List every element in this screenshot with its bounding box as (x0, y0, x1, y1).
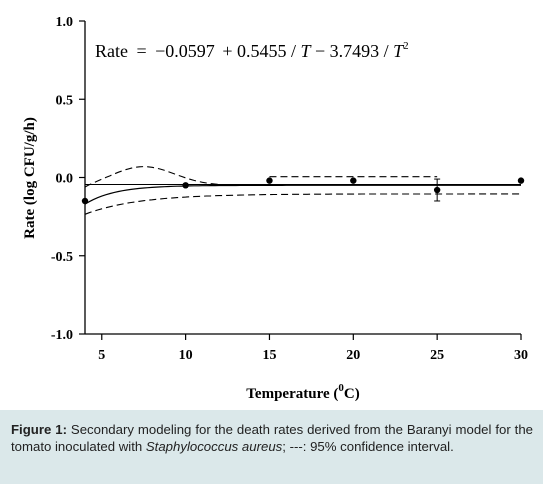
caption-text-end: ; ---: 95% confidence interval. (282, 439, 454, 454)
caption-label: Figure 1: (11, 422, 67, 437)
axes (79, 20, 522, 340)
y-axis-title: Rate (log CFU/g/h) (22, 117, 38, 239)
model-fit-line (84, 184, 521, 205)
tick-labels: 1.0 0.5 0.0 -0.5 -1.0 5 10 15 20 25 30 (51, 15, 528, 363)
caption-organism: Staphylococcus aureus (145, 439, 283, 454)
x-tick-label: 20 (346, 348, 360, 363)
x-tick-label: 10 (179, 348, 193, 363)
y-tick-label: -0.5 (51, 250, 73, 265)
x-tick-label: 15 (262, 348, 276, 363)
data-point (182, 182, 189, 189)
x-axis-title: Temperature (0C) (246, 382, 359, 402)
y-tick-label: 0.0 (56, 172, 74, 187)
x-tick-label: 25 (430, 348, 444, 363)
y-tick-label: 1.0 (56, 15, 74, 30)
y-tick-label: -1.0 (51, 328, 73, 343)
chart: 1.0 0.5 0.0 -0.5 -1.0 5 10 15 20 25 30 Rate = −0.0… (22, 15, 528, 402)
data-point (266, 177, 273, 184)
figure-panel: 1.0 0.5 0.0 -0.5 -1.0 5 10 15 20 25 30 Rate = −0.0… (0, 0, 543, 410)
confidence-interval-lines (84, 166, 521, 215)
data-point (350, 177, 357, 184)
y-tick-label: 0.5 (56, 93, 74, 108)
data-point (517, 177, 525, 184)
figure-caption: Figure 1: Secondary modeling for the dea… (11, 421, 533, 455)
lower-ci-curve (84, 193, 521, 215)
data-point (433, 186, 441, 194)
x-tick-label: 30 (514, 348, 528, 363)
x-tick-label: 5 (98, 348, 105, 363)
model-curve (84, 184, 521, 205)
model-equation: Rate = −0.0597 + 0.5455 / T − 3.7493 / T… (95, 40, 409, 61)
data-points (81, 177, 525, 205)
caption-text: Secondary modeling for the death rates d… (11, 422, 533, 454)
upper-ci-curve-left (84, 166, 228, 188)
data-point (81, 197, 89, 205)
